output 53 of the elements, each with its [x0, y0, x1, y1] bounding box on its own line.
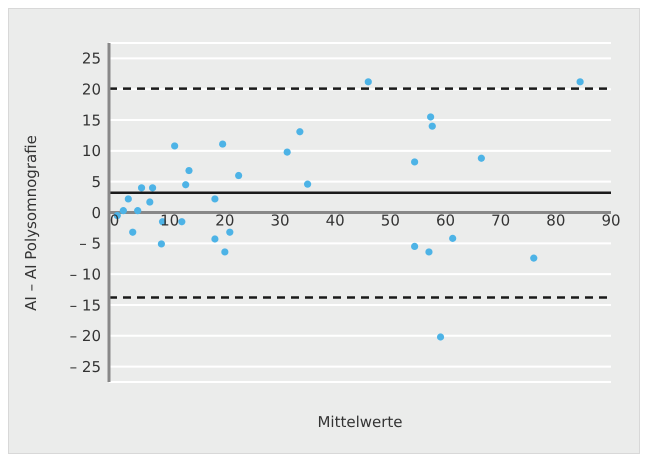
point	[221, 248, 228, 256]
point	[530, 254, 538, 262]
point	[211, 235, 219, 243]
point	[120, 207, 127, 214]
x-tick-label: 50	[380, 212, 400, 230]
y-tick-label: – 25	[70, 358, 101, 376]
point	[219, 140, 226, 148]
point	[428, 122, 436, 130]
point	[182, 181, 190, 188]
y-tick-label: 10	[82, 142, 101, 160]
y-tick-label: – 5	[79, 234, 101, 253]
y-axis-title: AI – AI Polysomnografie	[22, 134, 40, 310]
point	[576, 78, 584, 86]
x-tick-label: 0	[110, 212, 120, 230]
point	[436, 333, 444, 341]
x-axis-title: Mittelwerte	[316, 413, 404, 431]
y-tick-label: 15	[82, 111, 101, 130]
x-tick-label: 20	[215, 212, 234, 230]
point	[134, 207, 142, 214]
x-tick-label: 40	[326, 212, 345, 230]
y-tick-label: – 10	[70, 265, 101, 284]
point	[304, 180, 312, 188]
point	[148, 184, 156, 192]
y-tick-label: – 15	[70, 296, 101, 314]
x-tick-label: 30	[270, 212, 290, 230]
x-tick-label: 60	[436, 212, 456, 230]
point	[449, 234, 456, 242]
point	[478, 154, 485, 162]
y-tick-label: 20	[82, 80, 101, 99]
point	[129, 228, 136, 236]
point	[235, 172, 242, 180]
point	[211, 195, 219, 203]
point	[411, 242, 418, 250]
y-tick-label: 5	[91, 173, 101, 192]
point	[185, 166, 193, 174]
point	[171, 142, 178, 150]
point	[178, 218, 186, 226]
x-tick-label: 90	[601, 212, 621, 230]
y-tick-label: – 20	[70, 327, 101, 346]
point	[146, 198, 154, 206]
point	[411, 158, 418, 166]
point	[296, 128, 304, 136]
point	[138, 184, 146, 192]
x-tick-label: 80	[546, 212, 566, 230]
point	[124, 195, 132, 203]
point	[364, 78, 372, 86]
point	[226, 228, 234, 236]
point	[425, 248, 433, 256]
point	[284, 148, 291, 156]
point	[427, 113, 434, 121]
y-tick-label: 25	[82, 50, 101, 68]
point	[158, 240, 166, 248]
x-tick-label: 70	[491, 212, 510, 230]
